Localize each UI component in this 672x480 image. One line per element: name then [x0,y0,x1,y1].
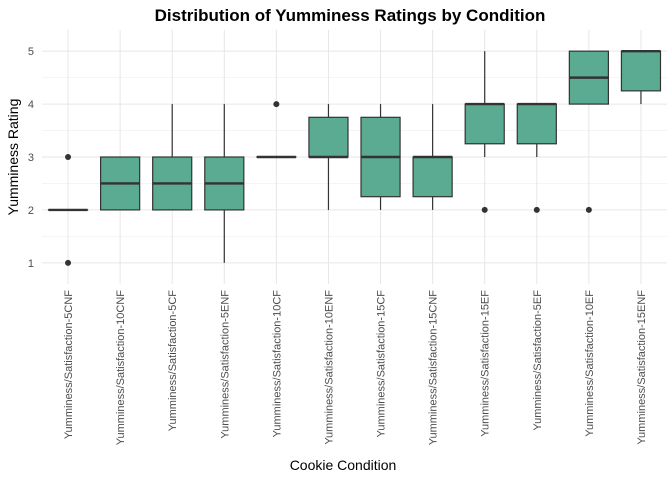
box-iqr [308,116,349,158]
box-4 [204,104,245,263]
box-iqr [464,103,505,145]
outlier-point [65,259,72,266]
box-2 [99,156,141,211]
outlier-point [65,154,72,160]
box-5 [256,101,297,159]
y-tick-label: 4 [28,99,34,111]
x-tick-label: Yumminess/Satisfaction-5ENF [219,290,231,439]
box-6 [308,104,349,210]
x-tick-label: Yumminess/Satisfaction-5EF [532,290,544,431]
boxes [47,49,662,266]
outlier-point [533,206,540,213]
x-tick-label: Yumminess/Satisfaction-10ENF [323,290,335,445]
box-3 [152,104,193,211]
y-axis-ticks: 1 2 3 4 5 [28,46,34,270]
x-axis-title: Cookie Condition [290,457,397,473]
box-8 [412,104,453,210]
x-tick-label: Yumminess/Satisfaction-15CNF [428,290,440,446]
box-9 [464,51,505,213]
box-12 [620,49,662,105]
outlier-point [585,206,592,213]
x-axis-ticks: Yumminess/Satisfaction-5CNF Yumminess/Sat… [63,290,648,446]
y-tick-label: 3 [28,152,34,164]
x-tick-label: Yumminess/Satisfaction-15CF [376,290,388,438]
box-10 [516,102,557,213]
y-axis-title: Yumminess Rating [5,99,21,216]
x-tick-label: Yumminess/Satisfaction-10EF [584,290,596,437]
box-iqr [412,156,453,198]
y-tick-label: 1 [28,258,34,270]
x-tick-label: Yumminess/Satisfaction-5CF [167,290,179,431]
box-iqr [516,103,557,145]
x-tick-label: Yumminess/Satisfaction-10CF [271,290,283,438]
box-7 [360,104,401,210]
chart-title: Distribution of Yumminess Ratings by Con… [155,6,546,25]
y-tick-label: 2 [28,205,34,217]
x-tick-label: Yumminess/Satisfaction-5CNF [63,290,75,439]
x-tick-label: Yumminess/Satisfaction-15EF [480,290,492,437]
outlier-point [481,206,488,213]
outlier-point [273,101,280,108]
y-tick-label: 5 [28,46,34,58]
box-iqr [620,50,662,92]
box-1 [47,154,89,266]
x-tick-label: Yumminess/Satisfaction-10CNF [115,290,127,446]
box-11 [568,50,610,213]
x-tick-label: Yumminess/Satisfaction-15ENF [636,290,648,445]
